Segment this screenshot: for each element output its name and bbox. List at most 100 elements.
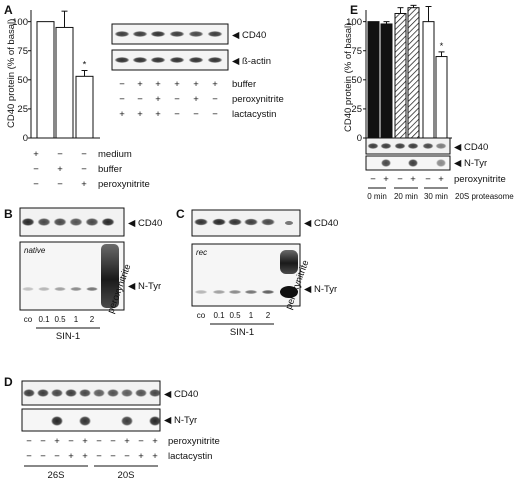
bar [55,26,74,139]
blot-sign: − [54,451,60,462]
blot-sign: − [193,109,199,120]
a-cond-label: peroxynitrite [98,179,150,190]
blot-band [38,287,50,291]
blot-band [169,31,185,37]
b-inset-label: native [24,246,46,255]
a-cd40-label: ◀ CD40 [232,30,266,41]
blot-band [422,143,434,149]
blot-band [380,143,392,149]
significance-star: * [83,60,87,71]
blot-sign: − [174,109,180,120]
a-blot-cond-label: buffer [232,79,256,90]
blot-band [194,290,208,294]
e-group-label: 20S proteasome [455,192,514,201]
a-sign: − [33,179,39,190]
blot-band [408,159,418,167]
peroxynitrite-smear [280,250,298,274]
blot-band [244,290,258,294]
a-cond-label: buffer [98,164,122,175]
panel-e-ytick: 50 [351,75,362,86]
bar [394,12,407,139]
b-lane: 1 [74,315,79,324]
blot-sign: + [137,79,143,90]
blot-sign: + [438,174,444,185]
blot-sign: − [40,436,46,447]
c-lane: 2 [266,311,271,320]
blot-sign: + [155,94,161,105]
a-blot-cond-label: lactacystin [232,109,276,120]
blot-band [207,31,223,37]
blot-sign: − [119,79,125,90]
blot-sign: − [137,94,143,105]
blot-band [23,389,35,397]
blot-sign: − [68,436,74,447]
blot-band [121,389,133,397]
blot-band [54,287,66,291]
blot-sign: + [193,79,199,90]
panel-e-ytick: 0 [357,133,362,144]
blot-sign: + [137,109,143,120]
d-cond-label: peroxynitrite [168,436,220,447]
c-lane: 1 [249,311,254,320]
blot-sign: + [82,436,88,447]
blot-sign: − [174,94,180,105]
panel-d: ◀ CD40 ◀ N-Tyr − − + − + − − + − +− − − + + − − − + + pero… [21,380,220,481]
blot-sign: + [119,109,125,120]
a-sign: − [33,164,39,175]
panel-e-ytick: 100 [346,17,362,28]
blot-band [114,57,130,63]
blot-sign: − [138,436,144,447]
blot-band [149,389,161,397]
blot-band [228,218,242,226]
blot-band [85,218,99,226]
blot-band [135,389,147,397]
blot-sign: + [174,79,180,90]
c-lane: 0.5 [229,311,241,320]
b-group-label: SIN-1 [56,331,80,342]
blot-sign: − [119,94,125,105]
panel-a-blot: ◀ CD40 ◀ ß-actin − + + + + + − − + − + − + + + − − − buff… [111,23,284,120]
blot-band [188,31,204,37]
blot-sign: + [410,174,416,185]
panel-e-ytick: 75 [351,46,362,57]
blot-band [194,218,208,226]
c-lane: 0.1 [213,311,225,320]
blot-band [93,389,105,397]
blot-band [244,218,258,226]
blot-sign: − [110,436,116,447]
panel-a-ytick: 100 [12,17,28,28]
c-group-label: SIN-1 [230,327,254,338]
bar [36,21,55,139]
a-actin-label: ◀ ß-actin [232,56,271,67]
panel-letter-d: D [4,375,13,389]
d-group-label: 20S [118,470,135,481]
blot-band [394,143,406,149]
panel-a-ytick: 0 [23,133,28,144]
a-sign: − [57,149,63,160]
blot-sign: − [96,451,102,462]
panel-a-chart: CD40 protein (% of basal) 100 75 50 25 0… [6,10,100,144]
peroxynitrite-band [280,286,298,298]
blot-sign: − [40,451,46,462]
a-sign: + [33,149,39,160]
blot-band [132,57,148,63]
blot-band [79,416,91,426]
a-blot-cond-label: peroxynitrite [232,94,284,105]
blot-band [70,287,82,291]
bar [380,23,393,139]
panel-c: ◀ CD40 rec ◀ N-Tyr co 0.1 0.5 1 2 SIN-1 … [191,209,338,338]
blot-sign: − [370,174,376,185]
blot-band [37,218,51,226]
blot-band [101,218,115,226]
b-lane: 0.1 [38,315,50,324]
blot-sign: + [138,451,144,462]
blot-band [381,159,391,167]
e-ntyr-label: ◀ N-Tyr [454,158,487,169]
e-cond-label: peroxynitrite [454,174,506,185]
blot-band [69,218,83,226]
panel-letter-a: A [4,3,13,17]
blot-sign: + [124,436,130,447]
a-sign: − [81,149,87,160]
